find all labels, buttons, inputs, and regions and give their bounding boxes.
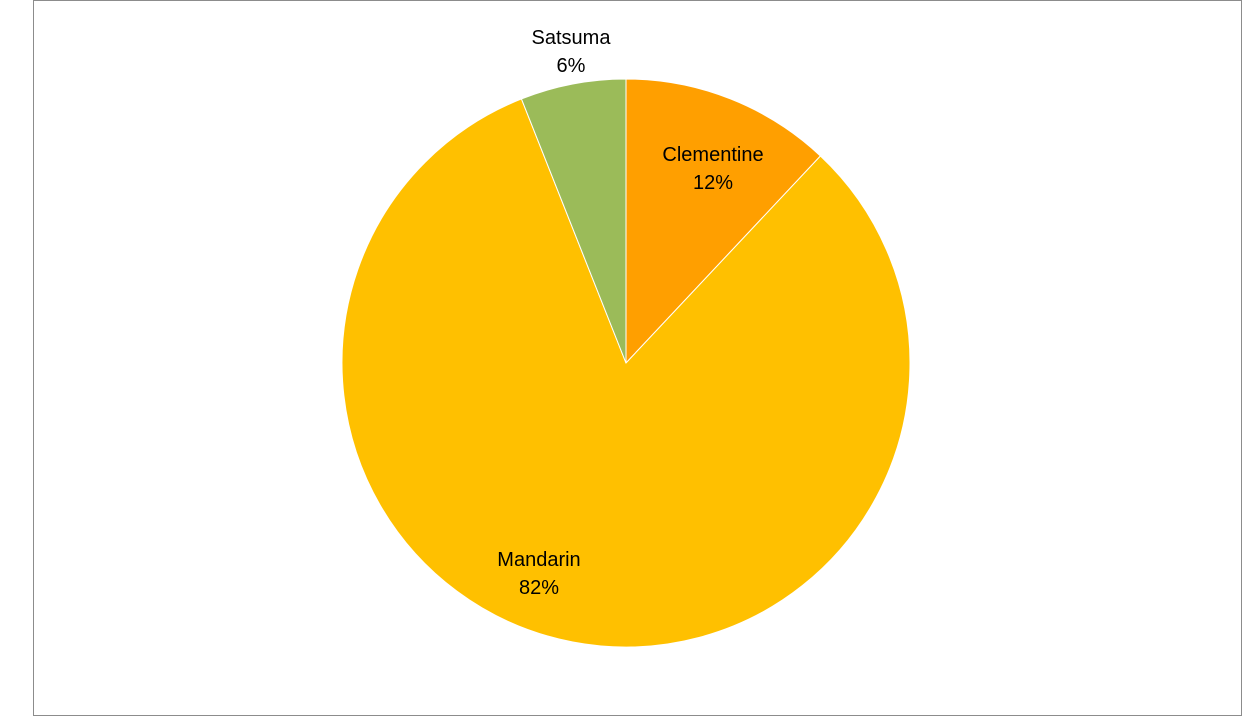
pie-labels: Clementine 12% Mandarin 82% Satsuma 6% <box>497 27 763 599</box>
pie-slice-mandarin <box>341 98 911 648</box>
slice-category-label: Mandarin <box>497 549 580 571</box>
slice-percent-label: 6% <box>557 55 586 77</box>
slice-category-label: Clementine <box>662 144 763 166</box>
slice-category-label: Satsuma <box>532 27 612 49</box>
slice-percent-label: 12% <box>693 172 733 194</box>
pie-slice-satsuma <box>520 78 627 364</box>
slice-percent-label: 82% <box>519 577 559 599</box>
pie-slice-clementine <box>625 78 822 365</box>
pie-slices <box>341 78 911 648</box>
